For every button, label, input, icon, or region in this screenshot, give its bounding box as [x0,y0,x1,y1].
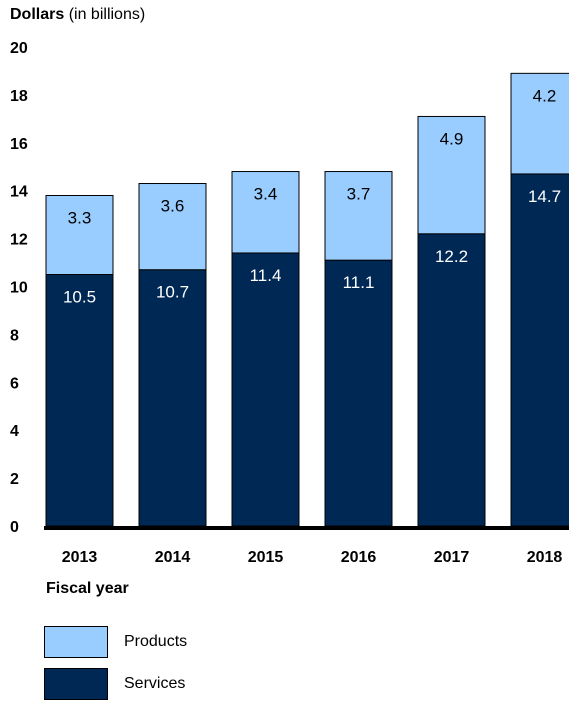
bar-products-2018 [510,72,569,175]
stacked-bar-chart: 0 2 4 6 8 10 12 14 16 18 20 10.5 3.3 2013 10.7 3.6 2014 1… [10,40,569,566]
legend-swatch-services [44,668,108,700]
bar-services-2018 [510,173,569,527]
legend-label-products: Products [124,633,188,650]
y-tick-label: 20 [10,40,28,57]
data-label-products: 4.2 [533,86,557,105]
data-label-products: 3.6 [161,197,185,216]
bar-services-2017 [417,233,486,527]
x-axis-baseline [44,526,569,530]
bar-products-2015 [231,171,300,254]
y-tick-label: 16 [10,136,28,153]
data-label-products: 3.4 [254,185,278,204]
x-axis-title: Fiscal year [46,580,129,597]
bar-services-2015 [231,252,300,527]
bar-products-2014 [138,183,207,271]
bar-services-2016 [324,259,393,527]
y-tick-label: 0 [10,519,19,536]
y-tick-label: 18 [10,88,28,105]
legend: Products Services [44,626,187,710]
y-tick-label: 8 [10,327,19,344]
x-tick-label: 2018 [527,549,563,566]
legend-swatch-products [44,626,108,658]
data-label-products: 3.3 [68,208,92,227]
y-tick-label: 14 [10,184,28,201]
y-tick-label: 10 [10,280,28,297]
data-label-services: 11.4 [250,266,282,285]
y-tick-label: 12 [10,232,28,249]
data-label-products: 4.9 [440,129,464,148]
data-label-products: 3.7 [347,185,371,204]
x-tick-label: 2013 [62,549,98,566]
legend-label-services: Services [124,675,186,692]
data-label-services: 11.1 [343,273,375,292]
x-tick-label: 2016 [341,549,377,566]
data-label-services: 14.7 [528,187,561,206]
y-axis-title-bold: Dollars [10,6,65,23]
bar-products-2017 [417,115,486,235]
x-tick-label: 2015 [248,549,284,566]
bar-services-2013 [45,274,114,527]
data-label-services: 10.5 [63,288,96,307]
y-axis-title: Dollars (in billions) [10,6,145,24]
legend-item-products: Products [44,626,187,658]
bar-services-2014 [138,269,207,527]
data-label-services: 10.7 [156,283,189,302]
y-tick-label: 6 [10,375,19,392]
bar-products-2016 [324,171,393,261]
y-axis-title-units: (in billions) [68,6,146,23]
x-tick-label: 2017 [434,549,470,566]
legend-item-services: Services [44,668,187,700]
y-tick-label: 4 [10,423,19,440]
x-tick-label: 2014 [155,549,191,566]
y-tick-label: 2 [10,471,19,488]
bar-products-2013 [45,194,114,276]
data-label-services: 12.2 [435,247,468,266]
